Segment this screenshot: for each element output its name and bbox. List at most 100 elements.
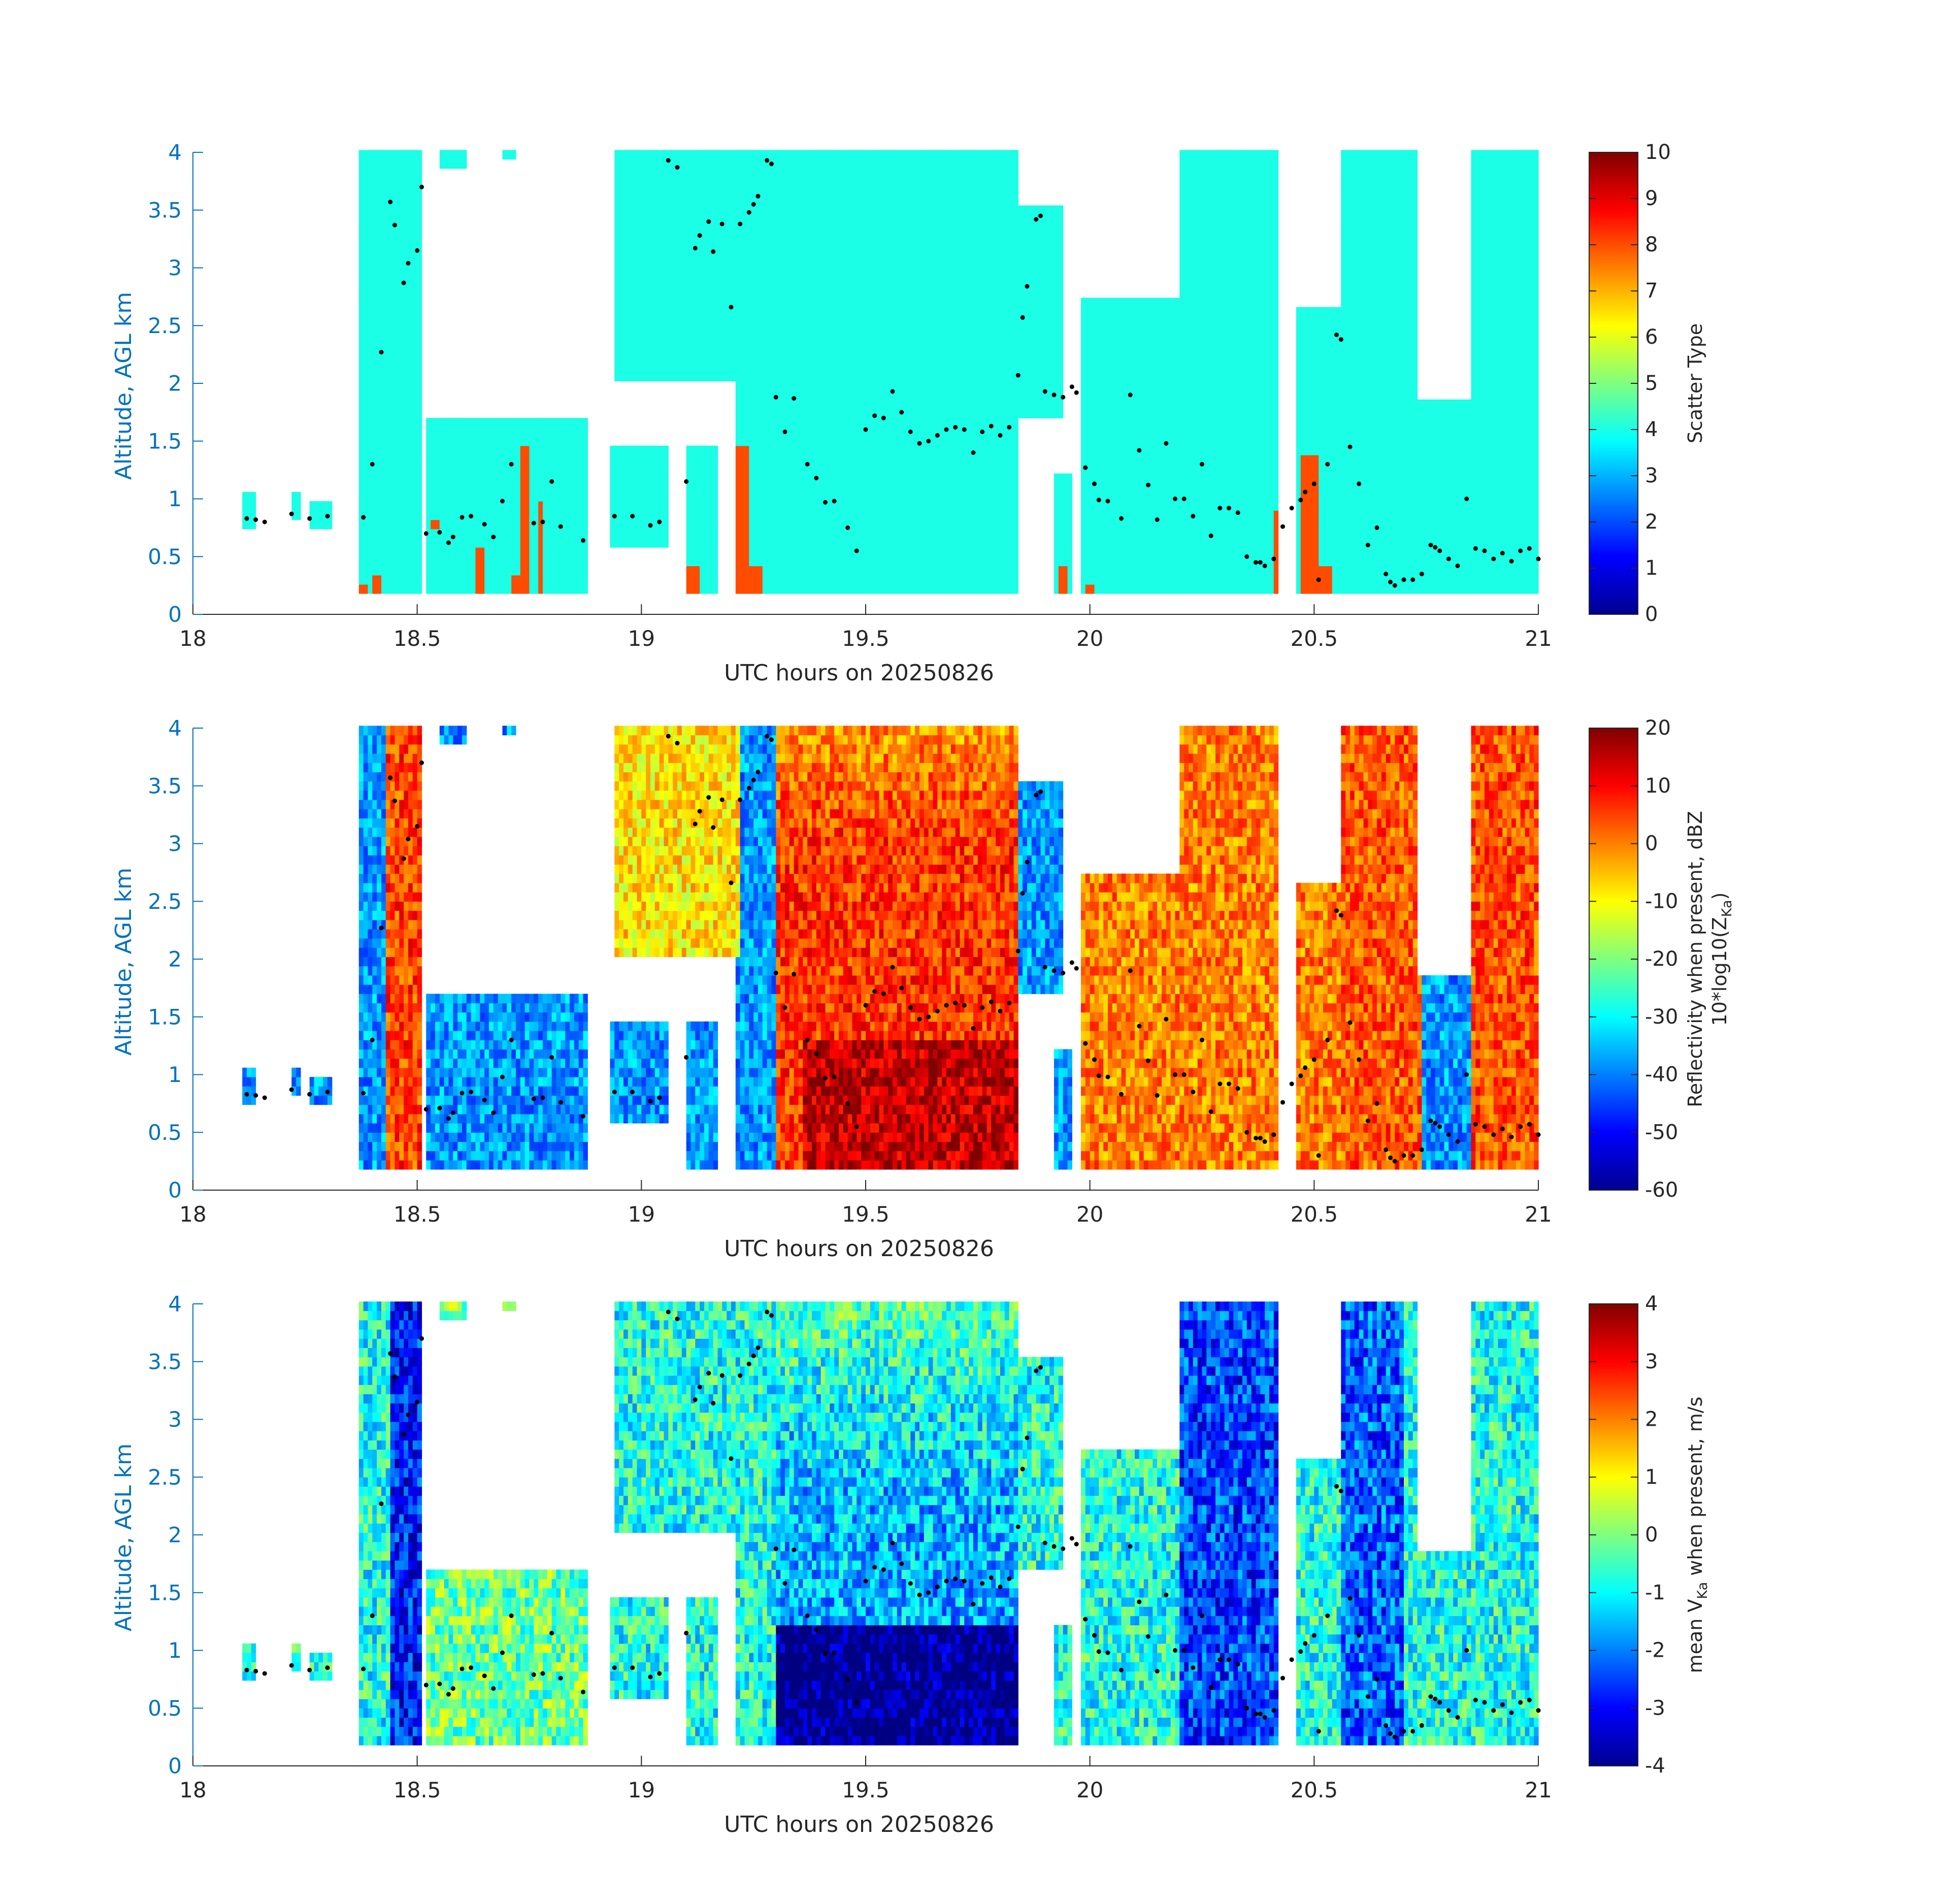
heatmap-cell <box>798 187 803 196</box>
heatmap-cell <box>628 529 633 539</box>
heatmap-cell <box>839 242 844 252</box>
heatmap-cell <box>628 279 633 289</box>
heatmap-cell <box>744 501 749 511</box>
heatmap-cell <box>794 566 799 576</box>
heatmap-cell <box>816 436 821 446</box>
heatmap-cell <box>897 344 902 354</box>
heatmap-cell <box>933 251 938 261</box>
heatmap-cell <box>385 270 391 280</box>
heatmap-cell <box>390 214 396 224</box>
heatmap-cell <box>762 288 768 299</box>
heatmap-cell <box>654 344 660 354</box>
heatmap-cell <box>794 214 799 224</box>
heatmap-cell <box>901 353 907 363</box>
heatmap-cell <box>847 584 853 594</box>
heatmap-cell <box>857 214 862 224</box>
heatmap-cell <box>816 159 821 169</box>
heatmap-cell <box>363 473 369 483</box>
heatmap-cell <box>789 150 795 160</box>
heatmap-cell <box>623 538 629 548</box>
heatmap-cell <box>785 344 790 354</box>
heatmap-cell <box>973 409 978 418</box>
heatmap-cell <box>543 566 548 576</box>
heatmap-cell <box>475 519 480 530</box>
heatmap-cell <box>628 538 633 548</box>
heatmap-cell <box>789 556 795 567</box>
heatmap-cell <box>910 168 915 178</box>
heatmap-cell <box>659 316 665 326</box>
heatmap-cell <box>368 150 373 160</box>
heatmap-cell <box>529 538 534 548</box>
heatmap-cell <box>888 298 893 308</box>
heatmap-cell <box>570 473 575 483</box>
heatmap-cell <box>417 491 422 502</box>
heatmap-cell <box>372 363 377 372</box>
heatmap-cell <box>399 344 404 354</box>
heatmap-cell <box>475 418 480 428</box>
heatmap-cell <box>866 501 871 511</box>
heatmap-cell <box>404 399 409 409</box>
heatmap-cell <box>412 566 418 576</box>
heatmap-cell <box>404 538 409 548</box>
heatmap-cell <box>807 178 812 187</box>
heatmap-cell <box>431 418 436 428</box>
heatmap-cell <box>906 501 911 511</box>
heatmap-cell <box>583 556 588 567</box>
heatmap-cell <box>619 344 624 354</box>
heatmap-cell <box>847 279 853 289</box>
heatmap-cell <box>969 529 974 539</box>
heatmap-cell <box>803 353 808 363</box>
heatmap-cell <box>960 233 965 243</box>
heatmap-cell <box>933 242 938 252</box>
heatmap-cell <box>399 168 404 178</box>
heatmap-cell <box>556 455 561 465</box>
heatmap-cell <box>928 168 934 178</box>
heatmap-cell <box>570 547 575 557</box>
heatmap-cell <box>839 473 844 483</box>
heatmap-cell <box>372 159 377 169</box>
heatmap-cell <box>749 418 754 428</box>
heatmap-cell <box>637 501 642 511</box>
heatmap-cell <box>727 187 732 196</box>
heatmap-cell <box>408 344 413 354</box>
heatmap-cell <box>861 214 866 224</box>
heatmap-cell <box>744 159 749 169</box>
heatmap-cell <box>646 353 651 363</box>
heatmap-cell <box>794 473 799 483</box>
heatmap-cell <box>960 510 965 520</box>
heatmap-cell <box>493 556 499 567</box>
heatmap-cell <box>547 501 552 511</box>
heatmap-cell <box>780 353 785 363</box>
heatmap-cell <box>628 510 633 520</box>
heatmap-cell <box>646 260 651 271</box>
heatmap-cell <box>969 196 974 206</box>
heatmap-cell <box>933 316 938 326</box>
heatmap-cell <box>534 445 539 455</box>
heatmap-cell <box>870 390 875 400</box>
heatmap-cell <box>843 538 848 548</box>
heatmap-cell <box>731 187 736 196</box>
heatmap-cell <box>654 353 660 363</box>
heatmap-cell <box>753 510 759 520</box>
heatmap-cell <box>744 390 749 400</box>
heatmap-cell <box>417 260 422 271</box>
heatmap-cell <box>901 187 907 196</box>
heatmap-cell <box>771 196 776 206</box>
heatmap-cell <box>394 529 400 539</box>
heatmap-cell <box>646 251 651 261</box>
heatmap-cell <box>471 519 476 530</box>
heatmap-cell <box>614 150 619 160</box>
heatmap-cell <box>637 482 642 493</box>
heatmap-cell <box>794 224 799 234</box>
heatmap-cell <box>888 288 893 299</box>
heatmap-cell <box>906 473 911 483</box>
heatmap-cell <box>888 196 893 206</box>
heatmap-cell <box>798 510 803 520</box>
heatmap-cell <box>462 501 467 511</box>
heatmap-cell <box>574 529 579 539</box>
heatmap-cell <box>511 510 516 520</box>
heatmap-cell <box>462 436 467 446</box>
heatmap-cell <box>390 279 396 289</box>
heatmap-cell <box>919 381 925 391</box>
heatmap-cell <box>646 279 651 289</box>
